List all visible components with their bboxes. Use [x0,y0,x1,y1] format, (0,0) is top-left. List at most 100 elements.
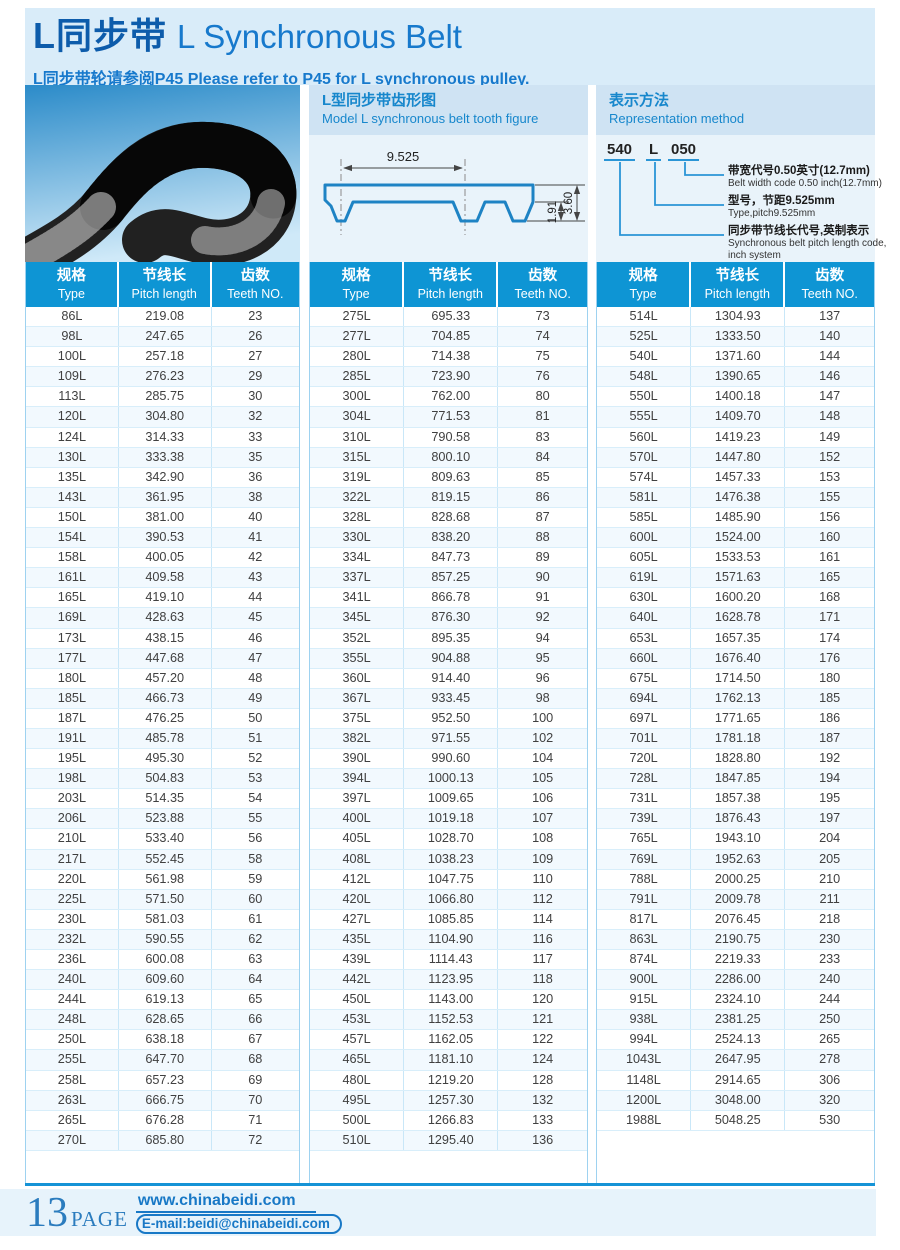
teeth-no-cell: 72 [248,1132,263,1147]
table-row: 791L 2009.78 211 [597,889,874,910]
teeth-no-cell: 180 [819,670,841,685]
pitch-length-cell: 990.60 [404,749,499,769]
table-row: 994L 2524.13 265 [597,1030,874,1051]
teeth-no-cell: 152 [819,449,841,464]
table-row: 367L 933.45 98 [310,688,587,709]
table-row: 113L 285.75 30 [26,387,299,408]
pitch-length-cell: 361.95 [119,487,212,507]
belt-photo [25,85,300,262]
table-row: 585L 1485.90 156 [597,507,874,529]
teeth-no-cell: 88 [535,530,550,545]
table-row: 277L 704.85 74 [310,327,587,348]
table-row: 109L 276.23 29 [26,367,299,388]
representation-panel: 表示方法 Representation method 540 L 050 带宽代… [596,85,886,262]
type-cell: 225L [26,889,119,909]
teeth-no-cell: 192 [819,751,841,766]
teeth-no-cell: 59 [248,871,263,886]
table-row: 206L 523.88 55 [26,809,299,830]
website-link[interactable]: www.chinabeidi.com [135,1192,316,1213]
pitch-length-cell: 247.65 [119,327,212,347]
table-row: 863L 2190.75 230 [597,929,874,950]
column-header-teeth-en: Teeth NO. [801,287,858,301]
teeth-no-cell: 41 [248,530,263,545]
teeth-no-cell: 105 [532,771,554,786]
type-cell: 337L [310,568,405,588]
pitch-length-cell: 771.53 [404,407,499,427]
teeth-no-cell: 75 [535,349,550,364]
type-cell: 277L [310,327,405,347]
table-row: 450L 1143.00 120 [310,990,587,1011]
pitch-length-cell: 1657.35 [691,628,786,648]
teeth-no-cell: 160 [819,530,841,545]
table-row: 453L 1152.53 121 [310,1010,587,1031]
teeth-no-cell: 140 [819,329,841,344]
table-row: 165L 419.10 44 [26,588,299,609]
table-row: 550L 1400.18 147 [597,387,874,408]
table-row: 600L 1524.00 160 [597,528,874,549]
teeth-no-cell: 43 [248,570,263,585]
pitch-length-cell: 514.35 [119,789,212,809]
teeth-no-cell: 148 [819,409,841,424]
column-header-pitch-zh: 节线长 [715,268,760,284]
teeth-no-cell: 92 [535,610,550,625]
type-cell: 788L [597,869,692,889]
type-cell: 408L [310,849,405,869]
table-row: 739L 1876.43 197 [597,809,874,830]
table-row: 173L 438.15 46 [26,628,299,649]
pitch-length-cell: 457.20 [119,668,212,688]
type-cell: 630L [597,588,692,608]
type-cell: 330L [310,528,405,548]
table-row: 574L 1457.33 153 [597,467,874,488]
teeth-no-cell: 102 [532,730,554,745]
pitch-length-cell: 1762.13 [691,688,786,708]
type-cell: 310L [310,427,405,447]
column-header-type: 规格 Type [310,262,405,307]
pitch-length-cell: 1104.90 [404,929,499,949]
tooth-figure-header: L型同步带齿形图 Model L synchronous belt tooth … [309,85,588,135]
pitch-length-cell: 714.38 [404,347,499,367]
type-cell: 120L [26,407,119,427]
pitch-length-cell: 1676.40 [691,648,786,668]
table-row: 352L 895.35 94 [310,628,587,649]
type-cell: 98L [26,327,119,347]
teeth-no-cell: 33 [248,429,263,444]
type-cell: 210L [26,829,119,849]
type-cell: 525L [597,327,692,347]
type-cell: 265L [26,1110,119,1130]
table-row: 322L 819.15 86 [310,487,587,508]
teeth-no-cell: 87 [535,509,550,524]
teeth-no-cell: 85 [535,469,550,484]
column-header-type-zh: 规格 [56,268,86,284]
table-row: 412L 1047.75 110 [310,869,587,890]
teeth-no-cell: 58 [248,851,263,866]
page-subtitle: L同步带轮请参阅P45 Please refer to P45 for L sy… [33,71,530,88]
teeth-no-cell: 197 [819,811,841,826]
pitch-length-cell: 1714.50 [691,668,786,688]
page-header: L同步带 L Synchronous Belt L同步带轮请参阅P45 Pleas… [25,8,875,88]
type-cell: 177L [26,648,119,668]
table-row: 304L 771.53 81 [310,407,587,428]
belt-code-type: L [646,141,662,161]
teeth-no-cell: 71 [248,1112,263,1127]
type-cell: 232L [26,929,119,949]
email-link[interactable]: E-mail:beidi@chinabeidi.com [135,1213,342,1234]
pitch-length-cell: 485.78 [119,728,212,749]
pitch-length-cell: 1123.95 [404,970,499,990]
pitch-length-cell: 628.65 [119,1010,212,1030]
table-header: 规格 Type 节线长 Pitch length 齿数 Teeth NO. [26,262,299,307]
pitch-length-cell: 523.88 [119,809,212,829]
table-row: 555L 1409.70 148 [597,407,874,428]
teeth-no-cell: 110 [532,871,553,886]
table-header: 规格 Type 节线长 Pitch length 齿数 Teeth NO. [310,262,587,307]
teeth-no-cell: 46 [248,630,263,645]
teeth-no-cell: 95 [535,650,550,665]
type-cell: 173L [26,628,119,648]
teeth-no-cell: 76 [535,369,550,384]
table-row: 236L 600.08 63 [26,950,299,971]
teeth-no-cell: 186 [819,710,841,725]
teeth-no-cell: 68 [248,1052,263,1067]
page-title-en: L Synchronous Belt [177,18,462,55]
column-header-type-en: Type [629,287,657,301]
code-note-width-zh: 带宽代号0.50英寸(12.7mm) [728,165,870,177]
code-note-length-zh: 同步带节线长代号,英制表示 [728,225,870,237]
